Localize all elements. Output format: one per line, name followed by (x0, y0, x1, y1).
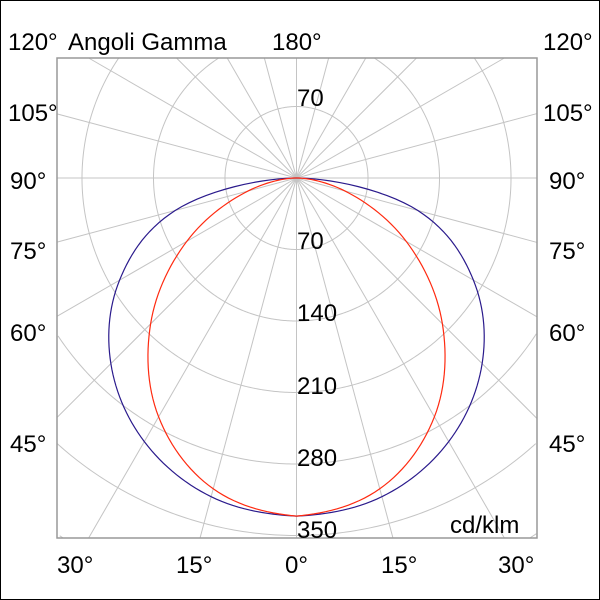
unit-label: cd/klm (450, 512, 519, 539)
radial-tick-label: 280 (297, 445, 337, 472)
radial-tick-label-top: 70 (297, 85, 324, 112)
grid-ring (374, 57, 440, 179)
grid-ring (57, 333, 537, 465)
grid-spoke (88, 57, 297, 179)
grid-spoke (296, 57, 505, 179)
polar-grid (56, 57, 538, 539)
radial-tick-label: 70 (297, 228, 324, 255)
grid-ring (473, 57, 512, 179)
grid-spoke (56, 177, 297, 418)
angle-label-left: 105° (8, 100, 58, 127)
grid-spoke (56, 177, 297, 317)
angle-label-right: 90° (549, 168, 585, 195)
angle-label-left: 45° (10, 431, 46, 458)
grid-spoke (263, 57, 297, 179)
angle-label-bottom: 30° (57, 552, 93, 579)
radial-tick-label: 140 (297, 300, 337, 327)
grid-ring (81, 57, 512, 394)
grid-spoke (296, 177, 538, 318)
angle-label-left: 60° (10, 320, 46, 347)
grid-spoke (226, 57, 297, 179)
angle-label-left: 75° (10, 238, 46, 265)
series-curve-2 (147, 177, 446, 517)
curves (108, 177, 485, 517)
grid-spoke (296, 57, 417, 179)
angle-label-bottom: 0° (285, 552, 308, 579)
grid-spoke (296, 177, 394, 539)
angle-label-left: 90° (10, 168, 46, 195)
angle-label-right: 75° (549, 238, 585, 265)
plot-frame (56, 57, 538, 539)
grid-spoke (199, 177, 297, 539)
angle-label-right: 45° (549, 431, 585, 458)
grid-ring (152, 57, 440, 322)
angle-label-180: 180° (272, 29, 322, 56)
angle-label-right: 105° (543, 100, 593, 127)
radial-tick-label: 350 (297, 517, 337, 544)
grid-spoke (88, 177, 297, 539)
grid-spoke (296, 57, 330, 179)
grid-spoke (296, 57, 367, 179)
grid-ring (529, 533, 537, 539)
angle-label-left: 120° (8, 29, 58, 56)
grid-spoke (296, 177, 538, 419)
grid-spoke (56, 113, 297, 179)
angle-label-bottom: 15° (381, 552, 417, 579)
grid-spoke (176, 57, 297, 179)
angle-label-bottom: 30° (498, 552, 534, 579)
chart-title: Angoli Gamma (68, 29, 227, 56)
radial-tick-label: 210 (297, 373, 337, 400)
angle-label-right: 60° (549, 320, 585, 347)
angle-label-bottom: 15° (176, 552, 212, 579)
angle-label-right: 120° (543, 29, 593, 56)
grid-spoke (296, 177, 505, 539)
grid-spoke (296, 113, 538, 179)
